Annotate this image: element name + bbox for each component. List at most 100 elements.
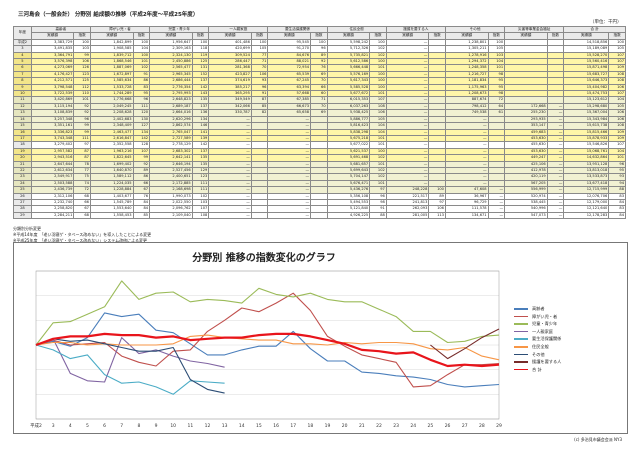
amount-cell: —: [444, 147, 489, 156]
amount-cell: 420,699: [208, 45, 252, 53]
series-line: [35, 292, 500, 388]
amount-cell: 5,704,147: [326, 173, 371, 181]
table-row: 24 2,503,588 74 1,224,035 66 2,172,885 111— —5,…: [13, 179, 626, 188]
table-row: 11 3,420,869 101 1,776,668 96 2,648,823 135 349…: [13, 96, 626, 104]
amount-cell: —: [385, 134, 430, 143]
amount-cell: —: [444, 134, 489, 143]
amount-cell: 449,247: [504, 154, 548, 162]
x-tick-label: 9: [155, 423, 158, 429]
amount-cell: —: [267, 141, 312, 149]
note-line: ※平成25年度 「老い羽寝ゲ・タベース改めない」システム改修による変更: [13, 238, 147, 243]
amount-cell: —: [208, 166, 252, 175]
legend-item: 援護を要する人: [514, 358, 561, 366]
table-row: 20 2,943,516 87 1,822,645 99 2,642,141 135— —5,…: [13, 154, 626, 162]
legend-item: その他: [514, 351, 561, 359]
amount-cell: 2,172,885: [149, 179, 193, 188]
amount-cell: 3,491,835: [30, 45, 75, 53]
index-cell: 113: [428, 211, 446, 220]
amount-cell: 538,445: [504, 198, 548, 207]
legend-swatch: [514, 368, 528, 371]
amount-cell: 1,558,453: [89, 211, 134, 220]
amount-cell: 1,963,216: [89, 147, 134, 156]
x-tick-label: 平成2: [30, 422, 42, 429]
amount-cell: 1,278,916: [444, 51, 489, 60]
index-cell: —: [487, 211, 506, 220]
index-cell: 107: [608, 90, 626, 98]
index-cell: 107: [608, 57, 626, 66]
amount-cell: 2,168,698: [149, 186, 193, 194]
amount-header: 実績額: [208, 32, 252, 40]
index-cell: 100: [608, 38, 626, 47]
table-row: 25 2,436,739 72 1,228,884 67 2,168,698 111— —5,…: [13, 186, 626, 194]
amount-cell: 2,109,040: [149, 211, 193, 220]
index-cell: 84: [608, 198, 626, 207]
amount-cell: 1,403,677: [89, 192, 134, 201]
index-cell: 84: [608, 211, 626, 220]
amount-cell: —: [208, 128, 252, 136]
table-row: 16 3,336,823 99 2,463,477 134 2,765,047 141— —5…: [13, 128, 626, 136]
amount-cell: 12,179,000: [563, 198, 610, 207]
amount-cell: 2,503,588: [30, 179, 75, 188]
sub-header-row: 実績額 指数 実績額 指数 実績額 指数 実績額 指数 実績額 指数 実績額 指数 実績額 指数 実績額 指数…: [14, 32, 626, 40]
x-tick-label: 15: [256, 423, 262, 429]
amount-cell: —: [208, 160, 252, 168]
amount-cell: 2,778,129: [149, 141, 193, 149]
amount-cell: —: [267, 186, 312, 194]
amount-cell: 12,715,999: [563, 186, 610, 194]
amount-cell: —: [267, 179, 312, 188]
table-row: 18 3,279,402 97 2,352,558 128 2,778,129 142— —5…: [13, 141, 626, 149]
amount-cell: 15,123,612: [563, 96, 610, 104]
amount-cell: 15,367,004: [563, 109, 610, 117]
amount-cell: 15,871,498: [563, 64, 610, 72]
amount-header: 実績額: [30, 32, 75, 40]
amount-cell: 2,765,047: [149, 128, 193, 136]
index-cell: —: [546, 211, 565, 220]
amount-cell: 15,615,738: [563, 122, 610, 130]
series-line: [35, 332, 500, 368]
amount-cell: 241,813: [385, 198, 430, 207]
x-tick-label: 12: [205, 423, 211, 429]
amount-cell: 5,675,218: [326, 134, 371, 143]
table-row: 26 2,312,106 68 1,403,677 76 1,990,073 102— —5,…: [13, 192, 626, 201]
amount-cell: —: [208, 205, 252, 213]
x-tick-label: 23: [393, 423, 399, 429]
legend-label: 児童・青少年: [532, 321, 558, 327]
x-tick-label: 21: [359, 423, 365, 429]
amount-cell: 2,549,917: [30, 173, 75, 181]
amount-cell: —: [444, 179, 489, 188]
amount-cell: 2,232,740: [30, 198, 75, 207]
amount-cell: 2,642,141: [149, 154, 193, 162]
amount-cell: 1,228,884: [89, 186, 134, 194]
amount-cell: 412,978: [504, 166, 548, 175]
amount-cell: —: [208, 186, 252, 194]
amount-cell: —: [385, 147, 430, 156]
x-tick-label: 5: [86, 423, 89, 429]
amount-cell: —: [385, 154, 430, 162]
legend-item: 高齢者: [514, 305, 561, 313]
amount-cell: —: [444, 166, 489, 175]
amount-cell: 453,630: [504, 147, 548, 156]
amount-cell: 2,463,477: [89, 128, 134, 136]
amount-cell: 96,729: [444, 198, 489, 207]
amount-cell: 12,178,283: [563, 211, 610, 220]
amount-cell: —: [267, 198, 312, 207]
index-cell: 106: [608, 83, 626, 92]
legend-swatch: [514, 345, 528, 348]
table-row: 17 3,743,348 111 2,616,847 142 2,727,589 139— —…: [13, 134, 626, 143]
amount-cell: 2,616,847: [89, 134, 134, 143]
amount-cell: 2,527,456: [149, 166, 193, 175]
amount-header: 実績額: [563, 32, 610, 40]
amount-header: 実績額: [385, 32, 430, 40]
amount-header: 実績額: [504, 32, 548, 40]
amount-header: 実績額: [89, 32, 134, 40]
table-row: 12 3,115,194 92 2,049,245 111 2,689,187 137 342…: [13, 102, 626, 111]
table-row: 15 3,351,161 99 2,348,409 127 2,862,574 146— —5…: [13, 122, 626, 130]
table-row: 3 3,491,835 103 1,908,585 104 2,309,163 118 420…: [13, 45, 626, 53]
table-row: 19 2,957,582 87 1,963,216 107 2,683,302 137— —5…: [13, 147, 626, 156]
index-cell: 83: [608, 192, 626, 201]
amount-cell: 15,878,933: [563, 134, 610, 143]
amount-cell: 3,383,729: [30, 38, 75, 47]
amount-cell: 1,842,899: [89, 38, 134, 47]
index-cell: [310, 211, 328, 220]
amount-cell: —: [444, 154, 489, 162]
